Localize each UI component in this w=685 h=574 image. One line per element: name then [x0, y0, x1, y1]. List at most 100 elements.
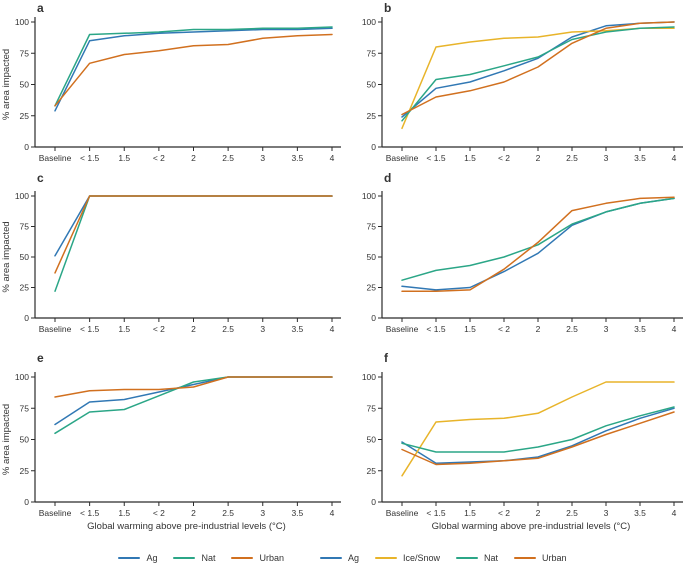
x-axis-title: Global warming above pre-industrial leve…: [87, 521, 286, 532]
legend-item-ag: Ag: [118, 553, 157, 563]
legend-line-swatch: [118, 557, 141, 559]
legend-line-swatch: [319, 557, 342, 559]
x-tick-label: 3: [604, 508, 609, 518]
legend-row: Ag Nat Urban Ag Ice/Snow Nat Urban: [0, 542, 685, 574]
x-tick-label: 1.5: [118, 508, 130, 518]
x-tick-label: 4: [330, 324, 335, 334]
x-tick-label: < 2: [153, 508, 165, 518]
legend-label: Ice/Snow: [403, 553, 441, 563]
panel-letter-f: f: [384, 351, 389, 365]
legend-item-urban: Urban: [231, 553, 284, 563]
series-line-urban: [54, 376, 333, 398]
x-tick-label: 4: [330, 153, 335, 163]
legend-item-ag: Ag: [319, 553, 359, 563]
x-tick-label: Baseline: [39, 508, 72, 518]
x-tick-label: Baseline: [39, 324, 72, 334]
panel-f: f 0 25 50 75 100 Baseline < 1.5 1.5 < 2 2 2.5 3 3.5 4 G…: [343, 350, 685, 542]
x-tick-label: 2.5: [222, 508, 234, 518]
series-line-nat: [401, 26, 675, 122]
x-tick-label: 3.5: [634, 153, 646, 163]
x-tick-label: 1.5: [464, 153, 476, 163]
y-tick-label: 50: [367, 435, 377, 445]
y-tick-label: 100: [15, 191, 29, 201]
x-tick-label: 2.5: [566, 324, 578, 334]
x-tick-label: 3.5: [291, 153, 303, 163]
legend-label: Ag: [347, 553, 359, 563]
chart-a: a 0 25 50 75 100 Baseline < 1.5 1.5 < 2 2 2.5 3 3.5 4%…: [1, 1, 341, 163]
y-tick-label: 100: [362, 191, 376, 201]
series-line-urban: [54, 195, 333, 274]
y-axis-title: % area impacted: [1, 404, 12, 475]
x-tick-label: 2.5: [566, 153, 578, 163]
x-tick-label: 3: [260, 324, 265, 334]
x-tick-label: < 2: [153, 324, 165, 334]
x-tick-label: 3: [260, 508, 265, 518]
x-tick-label: Baseline: [386, 153, 419, 163]
legend-label: Nat: [484, 553, 499, 563]
legend-line-swatch: [231, 557, 254, 559]
x-tick-label: 4: [672, 508, 677, 518]
panel-letter-a: a: [37, 1, 44, 15]
y-tick-label: 100: [362, 17, 376, 27]
chart-f: f 0 25 50 75 100 Baseline < 1.5 1.5 < 2 2 2.5 3 3.5 4 G…: [362, 351, 683, 532]
y-tick-label: 75: [20, 403, 30, 413]
series-line-nat: [401, 197, 675, 281]
x-tick-label: < 1.5: [426, 324, 445, 334]
x-tick-label: Baseline: [386, 508, 419, 518]
x-tick-label: 2.5: [566, 508, 578, 518]
series-line-ag: [54, 376, 333, 426]
x-tick-label: 1.5: [118, 324, 130, 334]
y-tick-label: 100: [15, 372, 29, 382]
y-axis-title: % area impacted: [1, 221, 12, 292]
x-tick-label: 4: [330, 508, 335, 518]
y-tick-label: 25: [367, 283, 377, 293]
x-tick-label: 4: [672, 324, 677, 334]
x-tick-label: 3.5: [634, 324, 646, 334]
chart-b: b 0 25 50 75 100 Baseline < 1.5 1.5 < 2 2 2.5 3 3.5 4: [362, 1, 683, 163]
x-tick-label: 3.5: [634, 508, 646, 518]
y-tick-label: 100: [362, 372, 376, 382]
series-line-ag: [54, 27, 333, 112]
legend-item-ice-snow: Ice/Snow: [375, 553, 440, 563]
series-line-nat: [54, 376, 333, 435]
x-tick-label: 2: [191, 153, 196, 163]
x-tick-label: 2.5: [222, 324, 234, 334]
y-tick-label: 0: [24, 142, 29, 152]
panel-letter-b: b: [384, 1, 391, 15]
x-tick-label: 2.5: [222, 153, 234, 163]
x-tick-label: 1.5: [464, 324, 476, 334]
y-axis-title: % area impacted: [1, 49, 12, 120]
series-line-nat: [54, 26, 333, 107]
y-tick-label: 0: [24, 313, 29, 323]
x-tick-label: 3: [604, 153, 609, 163]
panel-d: d 0 25 50 75 100 Baseline < 1.5 1.5 < 2 2 2.5 3 3.5 4: [343, 170, 685, 350]
panel-b: b 0 25 50 75 100 Baseline < 1.5 1.5 < 2 2 2.5 3 3.5 4: [343, 0, 685, 170]
x-tick-label: < 1.5: [426, 153, 445, 163]
y-tick-label: 75: [367, 403, 377, 413]
x-tick-label: < 1.5: [80, 508, 99, 518]
figure-row-2: c 0 25 50 75 100 Baseline < 1.5 1.5 < 2 2 2.5 3 3.5 4%…: [0, 170, 685, 350]
y-tick-label: 25: [367, 466, 377, 476]
y-tick-label: 0: [371, 142, 376, 152]
y-tick-label: 75: [20, 222, 30, 232]
legend-line-swatch: [456, 557, 479, 559]
x-tick-label: Baseline: [39, 153, 72, 163]
x-tick-label: < 2: [498, 153, 510, 163]
chart-e: e 0 25 50 75 100 Baseline < 1.5 1.5 < 2 2 2.5 3 3.5 4%…: [1, 351, 341, 532]
series-line-urban: [401, 21, 675, 116]
x-tick-label: 2: [536, 153, 541, 163]
x-tick-label: 3: [260, 153, 265, 163]
legend-label: Urban: [542, 553, 567, 563]
figure-row-1: a 0 25 50 75 100 Baseline < 1.5 1.5 < 2 2 2.5 3 3.5 4%…: [0, 0, 685, 170]
series-line-urban: [401, 411, 675, 466]
series-line-ice-snow: [401, 381, 675, 477]
series-line-ag: [401, 21, 675, 118]
panel-letter-d: d: [384, 171, 391, 185]
y-tick-label: 50: [367, 80, 377, 90]
y-tick-label: 0: [24, 497, 29, 507]
x-tick-label: < 1.5: [80, 324, 99, 334]
y-tick-label: 25: [20, 466, 30, 476]
legend-label: Urban: [259, 553, 284, 563]
x-tick-label: 2: [536, 508, 541, 518]
